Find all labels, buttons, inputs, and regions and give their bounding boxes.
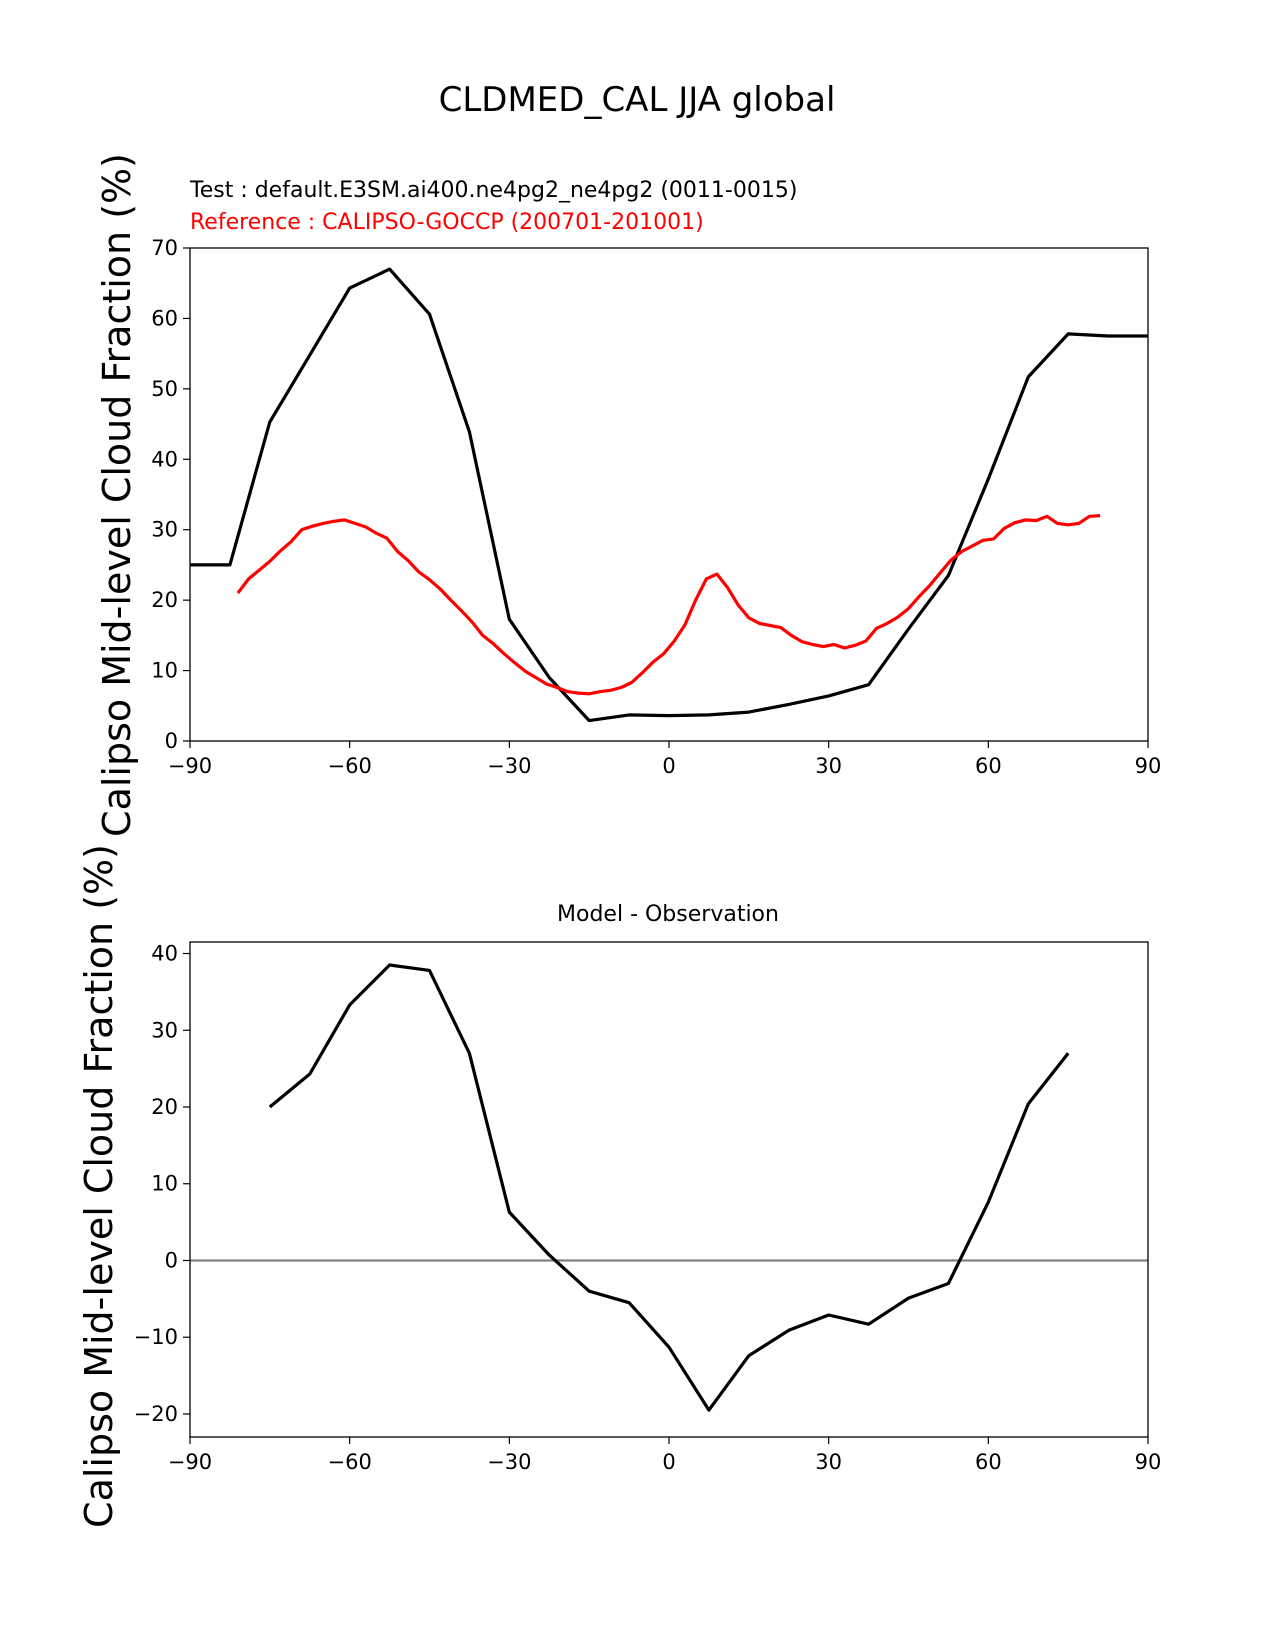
reference-label: Reference : CALIPSO-GOCCP (200701-201001…: [190, 210, 704, 235]
bottom-series-model-observation: [268, 963, 1070, 1412]
figure-title: CLDMED_CAL JJA global: [439, 80, 836, 120]
top-y-tick-label: 0: [165, 729, 178, 753]
top-x-tick-label: −90: [168, 754, 212, 778]
top-x-tick-label: 30: [815, 754, 842, 778]
bottom-x-tick-label: 90: [1135, 1450, 1162, 1474]
bottom-x-tick-label: −30: [487, 1450, 531, 1474]
bottom-y-tick-label: 40: [151, 942, 178, 966]
top-y-tick-label: 60: [151, 306, 178, 330]
top-series-reference: [236, 514, 1101, 696]
bottom-x-tick-label: −90: [168, 1450, 212, 1474]
top-axes-frame: [189, 247, 1149, 742]
top-y-tick-label: 40: [151, 447, 178, 471]
test-label: Test : default.E3SM.ai400.ne4pg2_ne4pg2 …: [189, 178, 797, 203]
bottom-y-tick-label: 10: [151, 1172, 178, 1196]
bottom-x-tick-label: 0: [662, 1450, 675, 1474]
bottom-x-tick-label: −60: [328, 1450, 372, 1474]
top-series-test: [190, 267, 1148, 723]
bottom-y-tick-label: −10: [134, 1325, 178, 1349]
bottom-x-tick-label: 30: [815, 1450, 842, 1474]
bottom-y-tick-label: −20: [134, 1402, 178, 1426]
top-y-tick-label: 70: [151, 236, 178, 260]
bottom-panel-title: Model - Observation: [557, 902, 779, 927]
top-y-tick-label: 20: [151, 588, 178, 612]
top-x-tick-label: −30: [487, 754, 531, 778]
top-y-tick-label: 50: [151, 377, 178, 401]
top-panel: Test : default.E3SM.ai400.ne4pg2_ne4pg2 …: [95, 153, 1161, 837]
top-x-tick-label: 0: [662, 754, 675, 778]
bottom-y-tick-label: 0: [165, 1248, 178, 1272]
bottom-y-tick-label: 30: [151, 1018, 178, 1042]
bottom-x-tick-label: 60: [975, 1450, 1002, 1474]
top-x-tick-label: 60: [975, 754, 1002, 778]
top-y-axis-label: Calipso Mid-level Cloud Fraction (%): [95, 153, 139, 837]
top-y-tick-label: 30: [151, 518, 178, 542]
top-y-tick-label: 10: [151, 659, 178, 683]
bottom-y-axis-label: Calipso Mid-level Cloud Fraction (%): [77, 844, 121, 1528]
bottom-y-tick-label: 20: [151, 1095, 178, 1119]
bottom-panel: Model - Observation Calipso Mid-level Cl…: [77, 844, 1161, 1528]
top-x-tick-label: 90: [1135, 754, 1162, 778]
top-x-tick-label: −60: [328, 754, 372, 778]
bottom-axes-frame: [189, 941, 1149, 1438]
